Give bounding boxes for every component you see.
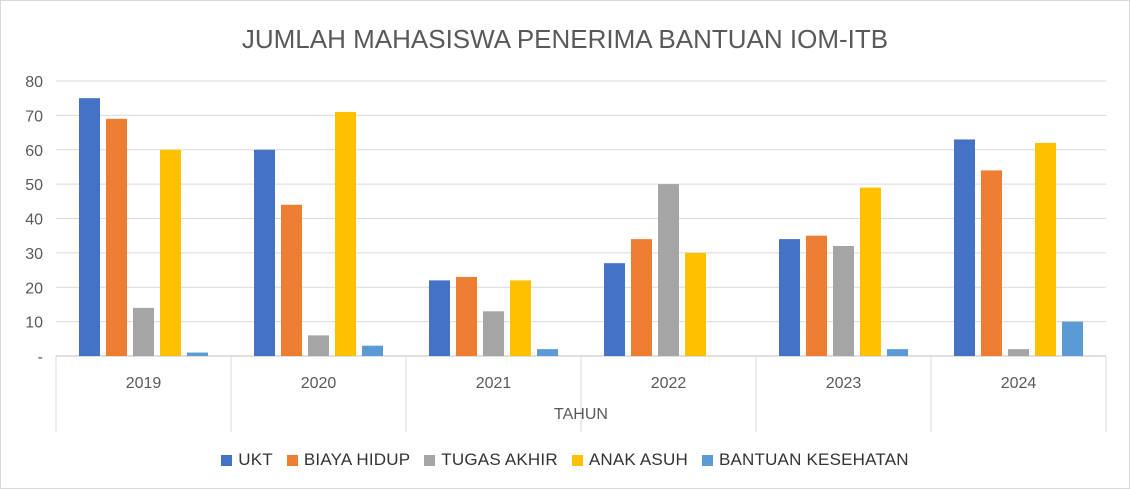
legend-label: BANTUAN KESEHATAN: [718, 450, 909, 469]
legend-swatch: [424, 454, 436, 466]
x-tick-label: 2020: [301, 375, 337, 392]
bar-anak-asuh-2019: [160, 149, 181, 356]
bar-ukt-2024: [954, 139, 975, 356]
bar-anak-asuh-2021: [510, 280, 531, 356]
y-tick-label: 70: [25, 108, 43, 125]
x-tick-label: 2024: [1001, 375, 1037, 392]
legend-label: BIAYA HIDUP: [303, 450, 411, 469]
x-tick-label: 2023: [826, 375, 862, 392]
y-tick-label: 10: [25, 315, 43, 332]
bar-ukt-2020: [254, 149, 275, 356]
bar-bantuan-kesehatan-2019: [187, 352, 208, 356]
bar-ukt-2023: [779, 239, 800, 356]
x-tick-label: 2021: [476, 375, 512, 392]
legend-swatch: [571, 454, 583, 466]
bar-bantuan-kesehatan-2020: [362, 345, 383, 356]
bar-biaya-hidup-2019: [106, 118, 127, 356]
y-tick-label: 30: [25, 246, 43, 263]
y-tick-label: 60: [25, 143, 43, 160]
legend-item: UKT: [221, 450, 273, 470]
legend-swatch: [286, 454, 298, 466]
legend-label: ANAK ASUH: [588, 450, 688, 469]
x-axis-title: TAHUN: [554, 406, 608, 423]
legend-item: ANAK ASUH: [571, 450, 688, 470]
legend-swatch: [701, 454, 713, 466]
bar-anak-asuh-2023: [860, 187, 881, 356]
bar-anak-asuh-2020: [335, 111, 356, 356]
legend-item: BIAYA HIDUP: [286, 450, 411, 470]
bar-biaya-hidup-2022: [631, 239, 652, 356]
bar-biaya-hidup-2021: [456, 276, 477, 356]
legend-label: TUGAS AKHIR: [441, 450, 558, 469]
chart-title: JUMLAH MAHASISWA PENERIMA BANTUAN IOM-IT…: [242, 24, 888, 54]
bar-ukt-2021: [429, 280, 450, 356]
bar-tugas-akhir-2024: [1008, 349, 1029, 356]
bar-biaya-hidup-2023: [806, 235, 827, 356]
y-tick-label: 80: [25, 74, 43, 91]
bar-anak-asuh-2024: [1035, 142, 1056, 356]
y-tick-label: 50: [25, 177, 43, 194]
bar-tugas-akhir-2023: [833, 246, 854, 356]
legend-item: TUGAS AKHIR: [424, 450, 558, 470]
bar-biaya-hidup-2024: [981, 170, 1002, 356]
y-tick-label: 20: [25, 280, 43, 297]
legend-item: BANTUAN KESEHATAN: [701, 450, 909, 470]
bar-bantuan-kesehatan-2023: [887, 349, 908, 356]
bar-ukt-2019: [79, 98, 100, 356]
bar-ukt-2022: [604, 263, 625, 356]
bar-tugas-akhir-2020: [308, 335, 329, 356]
x-tick-label: 2022: [651, 375, 687, 392]
x-tick-label: 2019: [126, 375, 162, 392]
bar-anak-asuh-2022: [685, 252, 706, 356]
bar-tugas-akhir-2019: [133, 307, 154, 356]
legend: UKT BIAYA HIDUP TUGAS AKHIR ANAK ASUH BANTUA…: [1, 450, 1129, 470]
y-tick-label: 40: [25, 212, 43, 229]
bar-bantuan-kesehatan-2021: [537, 349, 558, 356]
legend-label: UKT: [238, 450, 273, 469]
bar-biaya-hidup-2020: [281, 204, 302, 356]
bar-bantuan-kesehatan-2024: [1062, 321, 1083, 356]
y-tick-label: -: [38, 349, 43, 366]
bar-tugas-akhir-2022: [658, 184, 679, 356]
legend-swatch: [221, 454, 233, 466]
bar-tugas-akhir-2021: [483, 311, 504, 356]
